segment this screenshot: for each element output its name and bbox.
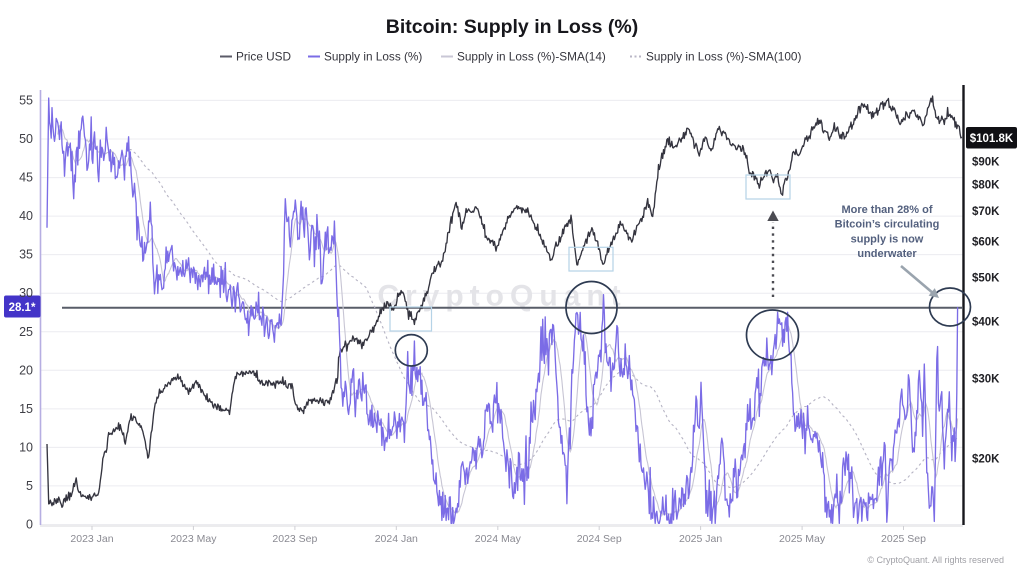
svg-text:45: 45 bbox=[19, 171, 33, 185]
svg-text:20: 20 bbox=[19, 363, 33, 377]
svg-text:35: 35 bbox=[19, 248, 33, 262]
svg-text:underwater: underwater bbox=[857, 248, 917, 260]
svg-text:25: 25 bbox=[19, 325, 33, 339]
svg-text:© CryptoQuant. All rights rese: © CryptoQuant. All rights reserved bbox=[867, 555, 1004, 565]
svg-text:5: 5 bbox=[26, 479, 33, 493]
svg-text:Supply in Loss (%)-SMA(14): Supply in Loss (%)-SMA(14) bbox=[457, 50, 606, 64]
svg-text:2023 May: 2023 May bbox=[170, 533, 217, 545]
svg-text:50: 50 bbox=[19, 132, 33, 146]
svg-text:$20K: $20K bbox=[972, 454, 1000, 466]
svg-text:Price USD: Price USD bbox=[236, 50, 291, 64]
svg-text:$70K: $70K bbox=[972, 206, 1000, 218]
svg-text:$40K: $40K bbox=[972, 317, 1000, 329]
svg-text:40: 40 bbox=[19, 209, 33, 223]
svg-text:2023 Jan: 2023 Jan bbox=[70, 533, 113, 545]
svg-text:$30K: $30K bbox=[972, 373, 1000, 385]
svg-text:2025 May: 2025 May bbox=[779, 533, 826, 545]
svg-text:Bitcoin’s circulating: Bitcoin’s circulating bbox=[835, 219, 940, 231]
svg-text:Bitcoin: Supply in Loss (%): Bitcoin: Supply in Loss (%) bbox=[386, 16, 638, 38]
svg-text:$60K: $60K bbox=[972, 236, 1000, 248]
svg-text:2025 Jan: 2025 Jan bbox=[679, 533, 722, 545]
svg-text:$80K: $80K bbox=[972, 180, 1000, 192]
svg-text:55: 55 bbox=[19, 93, 33, 107]
svg-text:2024 Sep: 2024 Sep bbox=[577, 533, 622, 545]
svg-text:Supply in Loss (%)-SMA(100): Supply in Loss (%)-SMA(100) bbox=[646, 50, 801, 64]
svg-text:2024 May: 2024 May bbox=[475, 533, 522, 545]
svg-text:30: 30 bbox=[19, 286, 33, 300]
svg-text:$90K: $90K bbox=[972, 156, 1000, 168]
svg-text:Supply in Loss (%): Supply in Loss (%) bbox=[324, 50, 422, 64]
svg-text:$101.8K: $101.8K bbox=[970, 133, 1014, 145]
svg-text:supply is now: supply is now bbox=[851, 234, 924, 246]
svg-text:More than 28% of: More than 28% of bbox=[841, 204, 932, 216]
svg-text:0: 0 bbox=[26, 518, 33, 532]
svg-text:15: 15 bbox=[19, 402, 33, 416]
svg-text:10: 10 bbox=[19, 440, 33, 454]
svg-text:2023 Sep: 2023 Sep bbox=[272, 533, 317, 545]
svg-text:28.1*: 28.1* bbox=[9, 302, 36, 314]
svg-text:$50K: $50K bbox=[972, 273, 1000, 285]
svg-text:2024 Jan: 2024 Jan bbox=[375, 533, 418, 545]
svg-text:2025 Sep: 2025 Sep bbox=[881, 533, 926, 545]
